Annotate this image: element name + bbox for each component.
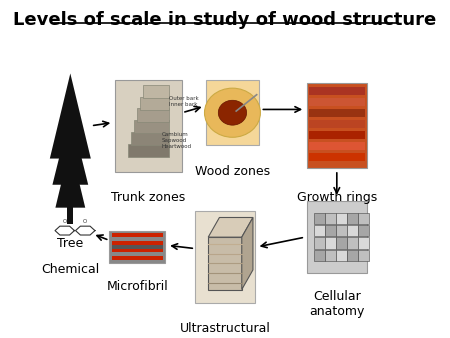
FancyBboxPatch shape <box>112 241 163 245</box>
FancyBboxPatch shape <box>309 109 365 117</box>
FancyBboxPatch shape <box>309 87 365 95</box>
Text: Chemical: Chemical <box>41 263 99 276</box>
Text: O: O <box>63 219 67 224</box>
Text: Cambium
Sapwood
Heartwood: Cambium Sapwood Heartwood <box>162 132 192 149</box>
FancyBboxPatch shape <box>347 213 358 224</box>
FancyBboxPatch shape <box>336 213 347 224</box>
FancyBboxPatch shape <box>140 97 169 110</box>
FancyBboxPatch shape <box>325 238 336 248</box>
Text: Outer bark
Inner bark: Outer bark Inner bark <box>169 96 199 107</box>
FancyBboxPatch shape <box>112 233 163 237</box>
FancyBboxPatch shape <box>336 225 347 237</box>
FancyBboxPatch shape <box>137 108 169 122</box>
FancyBboxPatch shape <box>109 231 165 263</box>
FancyBboxPatch shape <box>112 237 163 241</box>
FancyBboxPatch shape <box>195 211 255 303</box>
FancyBboxPatch shape <box>307 201 367 273</box>
FancyBboxPatch shape <box>112 244 163 248</box>
Text: Wood zones: Wood zones <box>195 165 270 178</box>
Circle shape <box>204 88 261 137</box>
FancyBboxPatch shape <box>314 225 324 237</box>
FancyBboxPatch shape <box>359 213 369 224</box>
Polygon shape <box>55 145 85 208</box>
Text: O: O <box>83 219 87 224</box>
FancyBboxPatch shape <box>115 80 182 172</box>
FancyBboxPatch shape <box>309 131 365 139</box>
FancyBboxPatch shape <box>143 85 169 98</box>
FancyBboxPatch shape <box>347 249 358 261</box>
Text: Ultrastructural: Ultrastructural <box>180 322 270 335</box>
FancyBboxPatch shape <box>314 249 324 261</box>
FancyBboxPatch shape <box>336 249 347 261</box>
FancyBboxPatch shape <box>309 153 365 161</box>
FancyBboxPatch shape <box>309 120 365 128</box>
FancyBboxPatch shape <box>314 238 324 248</box>
FancyBboxPatch shape <box>347 238 358 248</box>
Text: Levels of scale in study of wood structure: Levels of scale in study of wood structu… <box>14 11 436 29</box>
Polygon shape <box>208 217 253 237</box>
Polygon shape <box>53 113 88 185</box>
FancyBboxPatch shape <box>207 80 259 145</box>
FancyBboxPatch shape <box>336 238 347 248</box>
FancyBboxPatch shape <box>112 252 163 256</box>
Text: Cellular
anatomy: Cellular anatomy <box>309 290 365 317</box>
Polygon shape <box>242 217 253 290</box>
FancyBboxPatch shape <box>314 213 324 224</box>
Text: Microfibril: Microfibril <box>107 280 168 293</box>
FancyBboxPatch shape <box>359 238 369 248</box>
Text: Growth rings: Growth rings <box>297 191 377 204</box>
FancyBboxPatch shape <box>307 83 367 168</box>
FancyBboxPatch shape <box>112 256 163 260</box>
FancyBboxPatch shape <box>325 225 336 237</box>
Circle shape <box>218 100 247 125</box>
FancyBboxPatch shape <box>131 132 169 145</box>
Polygon shape <box>50 73 91 159</box>
FancyBboxPatch shape <box>134 120 169 134</box>
FancyBboxPatch shape <box>359 249 369 261</box>
FancyBboxPatch shape <box>128 144 169 157</box>
Text: Trunk zones: Trunk zones <box>112 191 186 204</box>
FancyBboxPatch shape <box>68 201 73 224</box>
FancyBboxPatch shape <box>112 248 163 252</box>
FancyBboxPatch shape <box>325 249 336 261</box>
FancyBboxPatch shape <box>208 237 242 290</box>
FancyBboxPatch shape <box>309 142 365 150</box>
Text: Tree: Tree <box>57 237 83 250</box>
FancyBboxPatch shape <box>309 98 365 106</box>
FancyBboxPatch shape <box>347 225 358 237</box>
FancyBboxPatch shape <box>359 225 369 237</box>
FancyBboxPatch shape <box>325 213 336 224</box>
